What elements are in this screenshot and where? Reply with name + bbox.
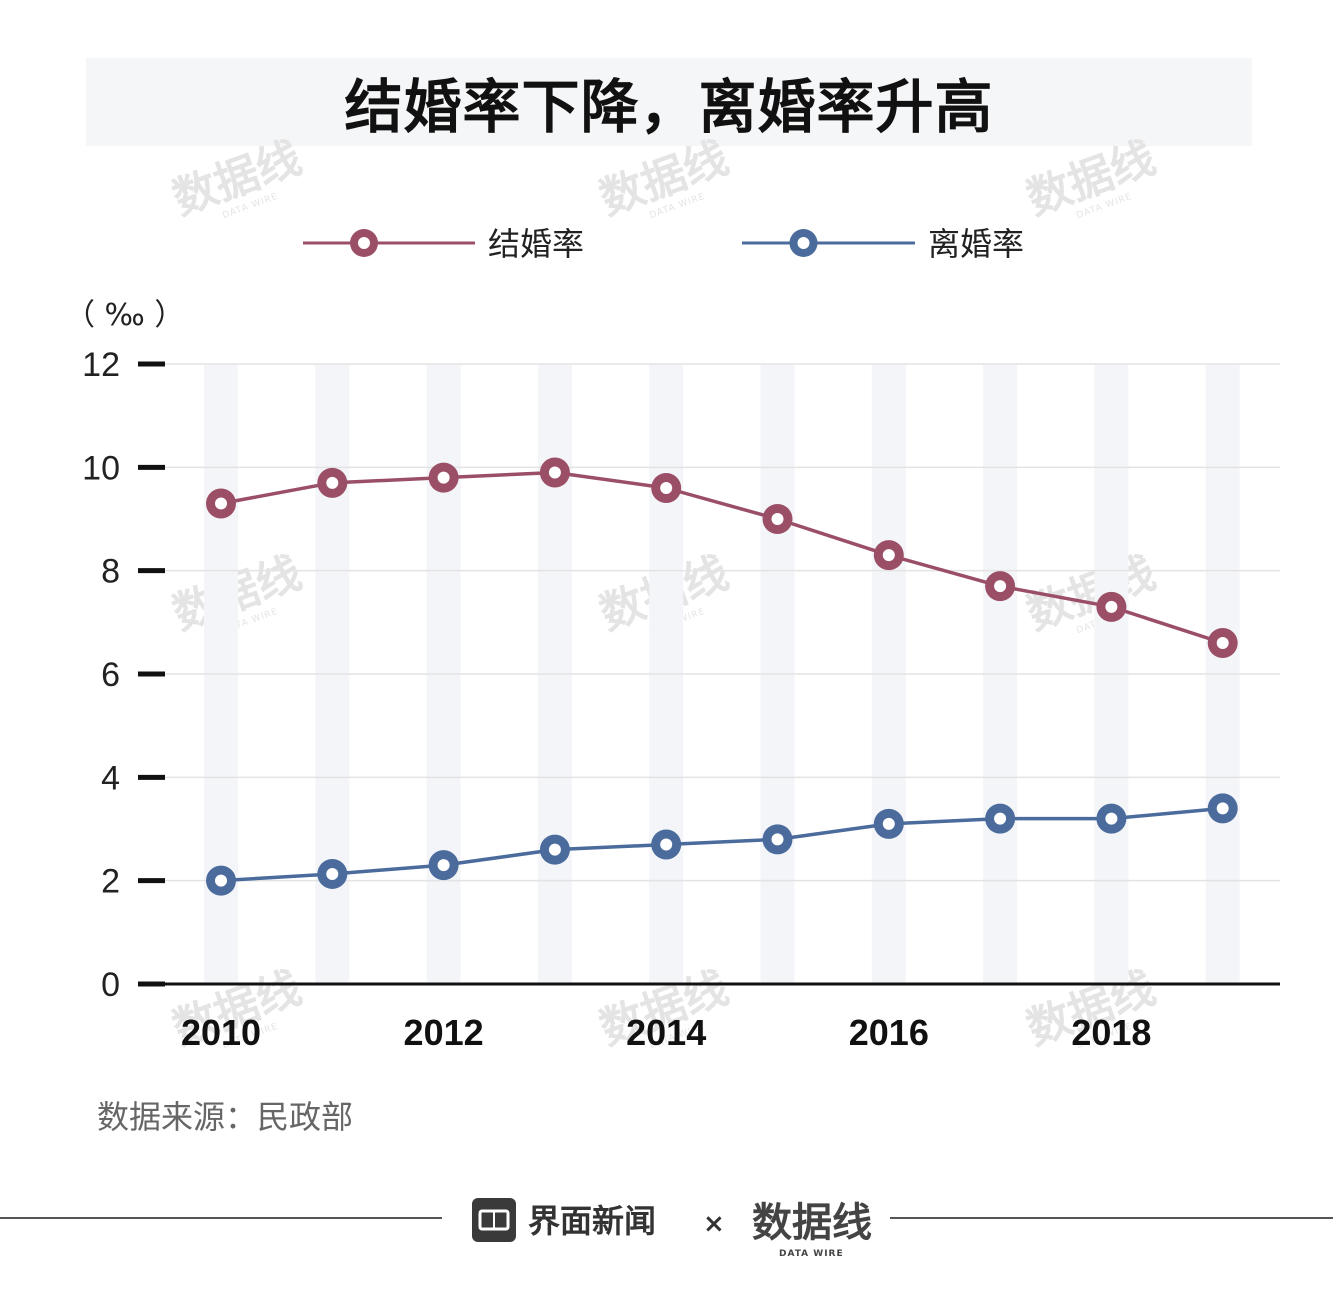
y-tick-label: 2 [101, 863, 120, 901]
data-point-hole [326, 867, 339, 880]
data-point-hole [1105, 600, 1118, 613]
footer-brand-datawire: 数据线 [752, 1200, 872, 1246]
footer: 界面新闻 × 数据线 DATA WIRE [0, 1198, 1333, 1259]
footer-brand-datawire-sub: DATA WIRE [779, 1249, 844, 1259]
legend: 结婚率 离婚率 [303, 225, 1024, 263]
legend-marker-hole [358, 237, 370, 249]
data-point-hole [548, 466, 561, 479]
data-point-hole [437, 859, 450, 872]
data-point-hole [1216, 802, 1229, 815]
data-point-hole [994, 580, 1007, 593]
jiemian-logo-icon [472, 1198, 516, 1242]
data-point-hole [882, 817, 895, 830]
data-point-hole [882, 549, 895, 562]
y-axis: 0 2 4 6 8 10 12 [82, 346, 165, 1004]
y-tick-label: 12 [82, 346, 120, 384]
x-tick-label: 2012 [404, 1012, 484, 1053]
x-axis: 2010 2012 2014 2016 2018 [138, 982, 1280, 1053]
series-1 [206, 457, 1238, 658]
x-tick-label: 2016 [849, 1012, 929, 1053]
data-point-hole [660, 838, 673, 851]
y-tick-label: 8 [101, 553, 120, 591]
data-point-hole [994, 812, 1007, 825]
data-point-hole [1105, 812, 1118, 825]
data-point-hole [660, 482, 673, 494]
series-line [220, 806, 1223, 883]
data-point-hole [771, 513, 784, 525]
series-layer [206, 457, 1238, 896]
footer-separator: × [703, 1209, 725, 1239]
y-tick-label: 4 [101, 759, 120, 797]
data-point-hole [1216, 637, 1229, 649]
legend-label: 结婚率 [488, 225, 584, 263]
footer-brand-jiemian: 界面新闻 [528, 1202, 656, 1240]
data-point-hole [326, 476, 339, 489]
data-point-hole [548, 843, 561, 856]
gridlines [165, 363, 1280, 882]
title-bar: 结婚率下降，离婚率升高 [86, 58, 1252, 146]
y-tick-label: 6 [101, 656, 120, 694]
x-tick-label: 2014 [626, 1012, 706, 1053]
data-point-hole [771, 833, 784, 846]
x-tick-label: 2010 [181, 1012, 261, 1053]
x-tick-label: 2018 [1071, 1012, 1151, 1053]
y-tick-label: 10 [82, 449, 120, 487]
legend-marker-hole [797, 237, 810, 249]
y-unit-label: （ ‰ ） [65, 298, 184, 333]
source-note: 数据来源：民政部 [97, 1098, 353, 1136]
y-tick-label: 0 [101, 966, 120, 1004]
series-line [220, 470, 1224, 645]
data-point-hole [215, 874, 227, 887]
data-point-hole [215, 497, 227, 510]
series-2 [206, 793, 1238, 896]
chart-title: 结婚率下降，离婚率升高 [344, 73, 994, 141]
data-point-hole [437, 471, 450, 484]
legend-label: 离婚率 [928, 225, 1024, 263]
